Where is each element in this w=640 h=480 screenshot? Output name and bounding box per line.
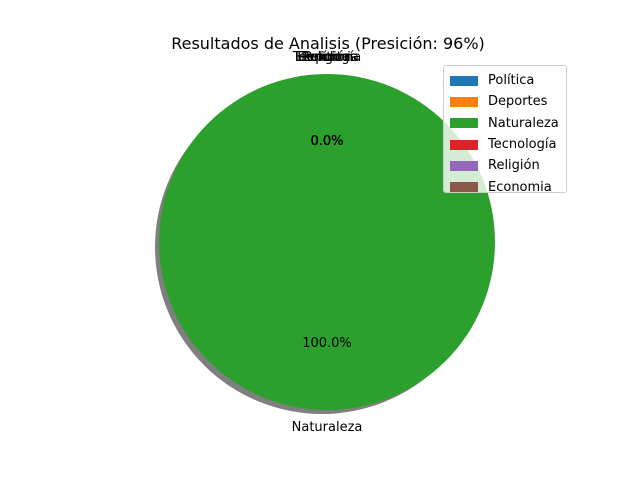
slice-percent-deportes: 0.0% (310, 134, 343, 149)
legend-label: Deportes (488, 94, 548, 110)
slice-label-naturaleza: Naturaleza (292, 420, 363, 435)
legend-label: Tecnología (488, 137, 557, 153)
slice-percent-tecnologia: 0.0% (310, 134, 343, 149)
legend-swatch (450, 160, 478, 171)
legend-label: Economia (488, 179, 552, 195)
slice-label-religion: Religión (301, 50, 353, 65)
legend-label: Política (488, 73, 535, 89)
legend: Política Deportes Naturaleza Tecnología Reli… (443, 65, 567, 194)
legend-label: Religión (488, 158, 540, 174)
slice-label-tecnologia: Tecnología (292, 50, 361, 65)
slice-label-economia: Economia (295, 50, 359, 65)
legend-item-naturaleza: Naturaleza (450, 113, 566, 134)
legend-item-politica: Política (450, 70, 566, 91)
pie-slice-naturaleza (159, 74, 495, 410)
legend-swatch (450, 139, 478, 150)
slice-percent-naturaleza: 100.0% (302, 336, 352, 351)
legend-item-tecnologia: Tecnología (450, 134, 566, 155)
legend-item-religion: Religión (450, 155, 566, 176)
legend-swatch (450, 96, 478, 107)
legend-swatch (450, 75, 478, 86)
pie-labels: Política0.0%Deportes0.0%Naturaleza100.0%… (292, 50, 363, 435)
slice-percent-politica: 0.0% (310, 134, 343, 149)
slice-percent-economia: 0.0% (310, 134, 343, 149)
slice-percent-religion: 0.0% (310, 134, 343, 149)
legend-label: Naturaleza (488, 115, 559, 131)
legend-swatch (450, 118, 478, 129)
legend-item-economia: Economia (450, 176, 566, 197)
slice-label-deportes: Deportes (297, 50, 357, 65)
slice-label-politica: Política (304, 50, 350, 65)
legend-item-deportes: Deportes (450, 91, 566, 112)
legend-swatch (450, 182, 478, 193)
pie-slices (159, 74, 495, 410)
chart-title: Resultados de Analisis (Presición: 96%) (171, 34, 485, 53)
